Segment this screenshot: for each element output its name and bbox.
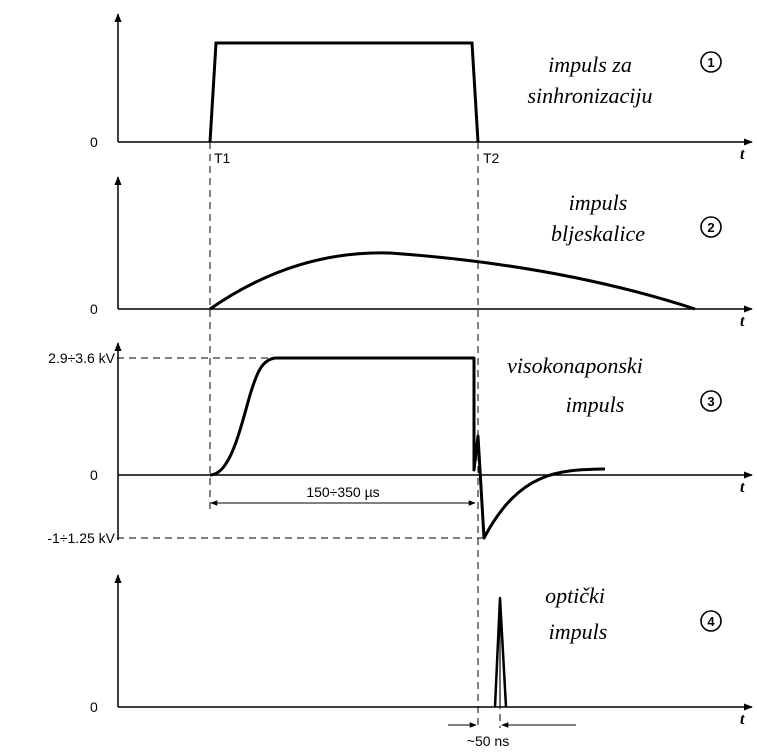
pulse1-number-badge: 1	[700, 51, 722, 73]
pulse2-number: 2	[707, 220, 714, 235]
pulse2-number-badge: 2	[700, 216, 722, 238]
time-axis-label: t	[740, 146, 745, 163]
sync-pulse-curve	[208, 41, 480, 143]
panel-flash-pulse: 0 t impuls bljeskalice 2	[90, 176, 753, 330]
guide-lines	[117, 142, 501, 728]
pulse3-title-line2: impuls	[566, 392, 625, 417]
zero-label: 0	[90, 699, 98, 715]
high-level-label: 2.9÷3.6 kV	[48, 350, 115, 366]
panel-high-voltage-pulse: 0 t 2.9÷3.6 kV -1÷1.25 kV 150÷350 µs vis…	[47, 342, 753, 546]
pulse3-number-badge: 3	[700, 390, 722, 412]
pulse4-title-line1: optički	[545, 583, 605, 608]
t2-label: T2	[483, 150, 500, 166]
pulse4-number: 4	[707, 614, 715, 629]
pulse1-title-line1: impuls za	[548, 52, 632, 77]
zero-label: 0	[90, 467, 98, 483]
delay-label: ~50 ns	[467, 733, 509, 749]
high-voltage-pulse-curve	[209, 356, 606, 540]
zero-label: 0	[90, 301, 98, 317]
panel-optical-pulse: 0 t optički impuls 4 ~50 ns	[90, 574, 753, 749]
optical-pulse-curve	[493, 596, 508, 708]
t1-label: T1	[214, 150, 231, 166]
time-axis-label: t	[740, 313, 745, 330]
panel-sync-pulse: 0 t T1 T2 impuls za sinhronizaciju 1	[90, 13, 753, 166]
pulse2-title-line1: impuls	[569, 190, 628, 215]
pulse4-number-badge: 4	[700, 610, 722, 632]
duration-label: 150÷350 µs	[306, 484, 379, 500]
pulse1-title-line2: sinhronizaciju	[527, 83, 652, 108]
time-axis-label: t	[740, 479, 745, 496]
pulse2-title-line2: bljeskalice	[551, 221, 645, 246]
pulse1-number: 1	[707, 55, 714, 70]
pulse3-number: 3	[707, 394, 714, 409]
pulse3-title-line1: visokonaponski	[507, 353, 643, 378]
low-level-label: -1÷1.25 kV	[47, 530, 115, 546]
zero-label: 0	[90, 134, 98, 150]
flash-pulse-curve	[209, 251, 696, 311]
time-axis-label: t	[740, 711, 745, 728]
pulse4-title-line2: impuls	[549, 619, 608, 644]
